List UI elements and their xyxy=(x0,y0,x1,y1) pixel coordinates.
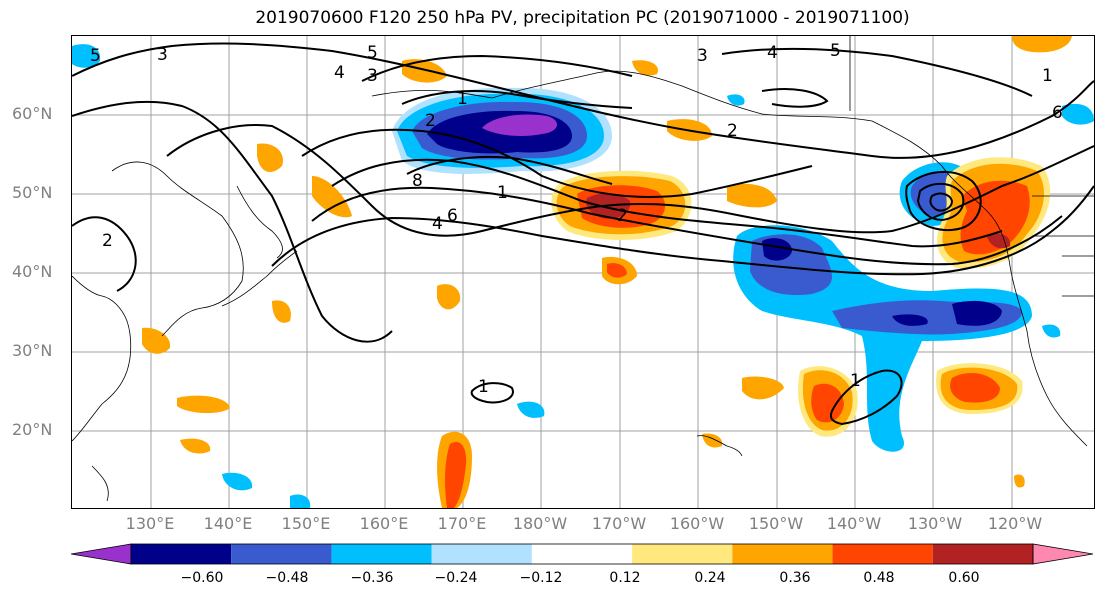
contour-label: 2 xyxy=(617,206,628,226)
lon-label: 150°E xyxy=(281,514,331,533)
lon-label: 130°W xyxy=(907,514,963,533)
colorbar-segment xyxy=(632,544,733,564)
contour-label: 2 xyxy=(102,231,113,251)
colorbar-segment xyxy=(331,544,432,564)
colorbar-tick-label: 0.24 xyxy=(694,570,726,586)
colorbar-segment xyxy=(531,544,633,564)
contour-label: 6 xyxy=(1052,103,1063,123)
contour-label: 4 xyxy=(767,43,778,63)
lon-label: 160°W xyxy=(669,514,725,533)
lon-label: 170°E xyxy=(437,514,487,533)
contour-label: 1 xyxy=(1042,66,1053,86)
contour-label: 3 xyxy=(367,66,378,86)
colorbar-tick-label: −0.12 xyxy=(519,570,563,586)
contour-label: 2 xyxy=(727,121,738,141)
lon-label: 120°W xyxy=(987,514,1043,533)
colorbar-tick-label: −0.24 xyxy=(434,570,478,586)
map-canvas: 5 4 3 2 1 4 5 3 8 6 4 2 1 6 3 2 5 1 2 1 … xyxy=(72,36,1094,508)
colorbar-segment xyxy=(431,544,532,564)
colorbar-tick-label: −0.60 xyxy=(180,570,224,586)
positive-anomaly-shading xyxy=(142,36,1072,508)
lat-label-50n: 50°N xyxy=(12,183,53,202)
colorbar-extend-max xyxy=(1032,543,1094,565)
contour-label: 1 xyxy=(850,371,861,391)
colorbar xyxy=(71,543,1094,565)
lon-label: 180°W xyxy=(512,514,568,533)
lon-label: 160°E xyxy=(359,514,409,533)
lat-label-30n: 30°N xyxy=(12,341,53,360)
contour-label: 1 xyxy=(497,183,508,203)
pv-contours xyxy=(72,42,1094,426)
contour-label: 4 xyxy=(334,63,345,83)
lat-label-60n: 60°N xyxy=(12,104,53,123)
colorbar-segment xyxy=(732,544,833,564)
contour-label: 1 xyxy=(478,377,489,397)
colorbar-segment xyxy=(231,544,332,564)
colorbar-segment xyxy=(832,544,933,564)
map-panel: 5 4 3 2 1 4 5 3 8 6 4 2 1 6 3 2 5 1 2 1 … xyxy=(71,35,1095,509)
contour-label: 5 xyxy=(367,43,378,63)
colorbar-outline xyxy=(130,543,1034,565)
coastlines xyxy=(72,36,1094,502)
contour-label: 6 xyxy=(447,206,458,226)
contour-label: 4 xyxy=(432,214,443,234)
lon-label: 140°W xyxy=(826,514,882,533)
colorbar-extend-min xyxy=(71,543,132,565)
lat-label-20n: 20°N xyxy=(12,420,53,439)
lon-label: 150°W xyxy=(748,514,804,533)
contour-label: 5 xyxy=(90,46,101,66)
contour-label: 8 xyxy=(412,171,423,191)
contour-label: 1 xyxy=(457,89,468,109)
colorbar-segment xyxy=(131,544,232,564)
colorbar-tick-label: 0.48 xyxy=(863,570,895,586)
colorbar-tick-label: 0.36 xyxy=(779,570,811,586)
colorbar-tick-label: −0.36 xyxy=(350,570,394,586)
contour-label: 3 xyxy=(157,45,168,65)
lon-label: 170°W xyxy=(591,514,647,533)
contour-label: 5 xyxy=(830,41,841,61)
contour-label-layer: 5 4 3 2 1 4 5 3 8 6 4 2 1 6 3 2 5 1 2 1 … xyxy=(90,41,1063,397)
lon-label: 140°E xyxy=(203,514,253,533)
colorbar-tick-label: 0.60 xyxy=(948,570,980,586)
map-title: 2019070600 F120 250 hPa PV, precipitatio… xyxy=(255,8,910,28)
colorbar-tick-label: −0.48 xyxy=(265,570,309,586)
colorbar-tick-label: 0.12 xyxy=(609,570,641,586)
contour-label: 3 xyxy=(697,46,708,66)
negative-anomaly-shading xyxy=(72,44,1094,508)
contour-label: 2 xyxy=(425,111,436,131)
lon-label: 130°E xyxy=(125,514,175,533)
colorbar-segment xyxy=(932,544,1033,564)
lat-label-40n: 40°N xyxy=(12,262,53,281)
